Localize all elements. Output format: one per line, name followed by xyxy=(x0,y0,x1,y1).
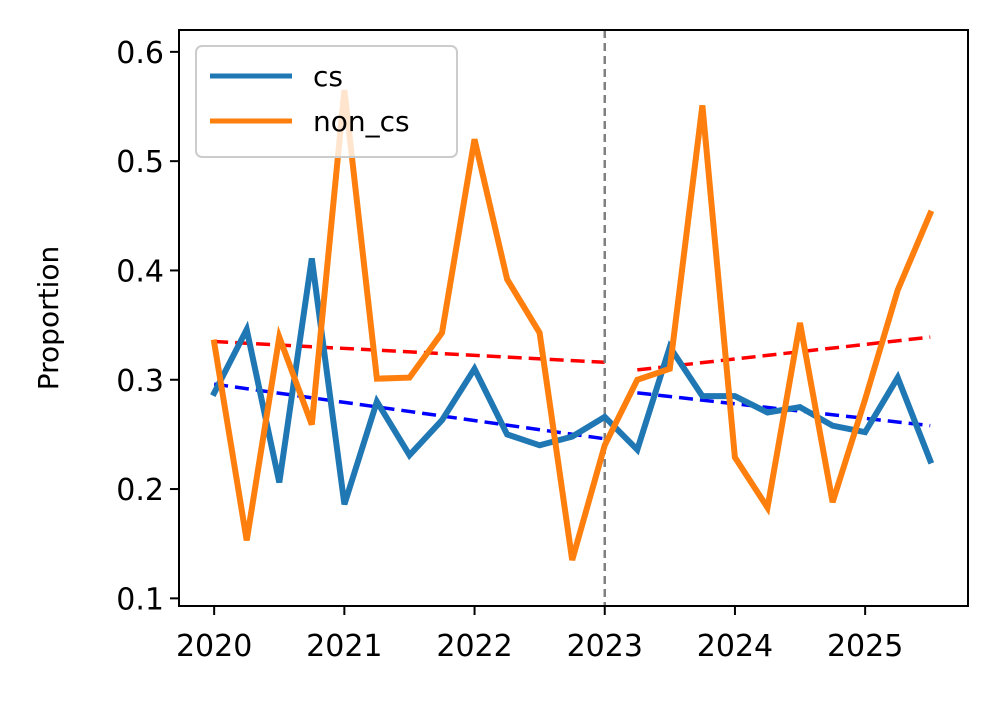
legend-label-non-cs: non_cs xyxy=(313,105,410,138)
legend-label-cs: cs xyxy=(313,60,343,93)
series-line-non-cs xyxy=(210,89,935,561)
x-tick-label: 2025 xyxy=(827,629,903,664)
x-tick-label: 2021 xyxy=(306,629,382,664)
non-cs-trend-post-line xyxy=(637,335,931,372)
y-tick-label: 0.5 xyxy=(116,145,164,180)
series-line-cs xyxy=(210,257,935,506)
y-tick-label: 0.4 xyxy=(116,254,164,289)
y-tick-label: 0.6 xyxy=(116,36,164,71)
cs-trend-pre-line xyxy=(213,382,605,441)
legend: cs non_cs xyxy=(195,45,458,158)
x-tick-label: 2022 xyxy=(436,629,512,664)
y-axis-title: Proportion xyxy=(32,246,65,390)
y-tick-label: 0.3 xyxy=(116,364,164,399)
y-tick-label: 0.1 xyxy=(116,582,164,617)
y-tick-label: 0.2 xyxy=(116,473,164,508)
x-tick-label: 2023 xyxy=(567,629,643,664)
x-tick-label: 2024 xyxy=(697,629,773,664)
x-tick-label: 2020 xyxy=(176,629,252,664)
plot-frame xyxy=(178,29,969,607)
